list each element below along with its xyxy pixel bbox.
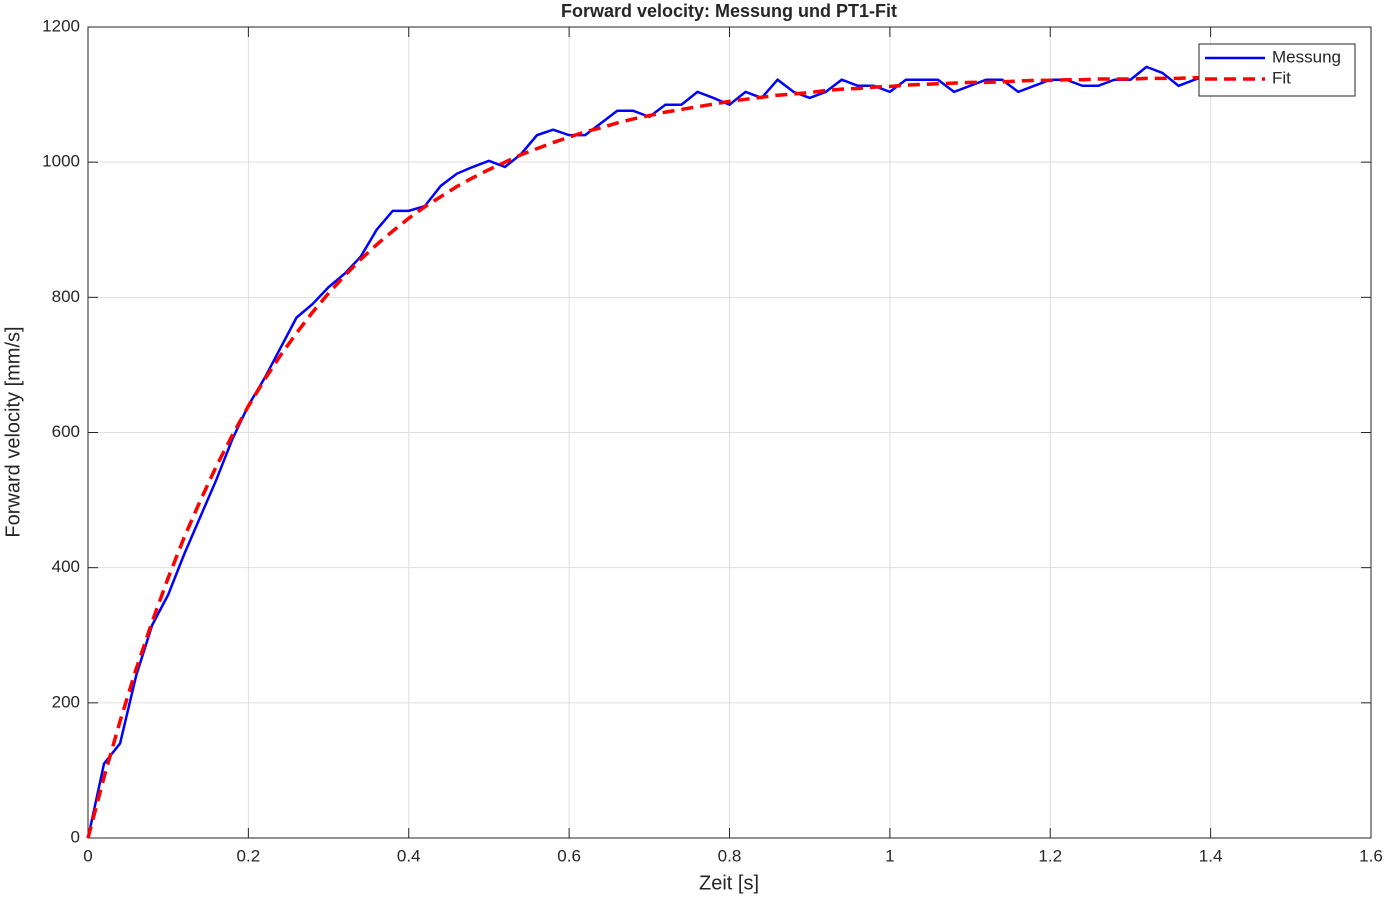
y-tick-label: 1200 <box>42 16 80 35</box>
x-tick-label: 0.4 <box>397 846 421 865</box>
x-axis-label: Zeit [s] <box>699 872 759 894</box>
x-tick-label: 1.6 <box>1359 846 1383 865</box>
axes-box <box>87 26 1372 839</box>
y-tick-label: 800 <box>52 287 80 306</box>
x-tick-label: 1.2 <box>1038 846 1062 865</box>
series-line <box>86 75 1211 839</box>
x-tick-label: 0.6 <box>557 846 581 865</box>
x-tick-label: 0 <box>83 846 92 865</box>
y-axis-label: Forward velocity [mm/s] <box>2 326 24 537</box>
legend-box <box>1198 43 1356 97</box>
y-tick-label: 600 <box>52 422 80 441</box>
y-tick-label: 200 <box>52 692 80 711</box>
chart-title: Forward velocity: Messung und PT1-Fit <box>561 1 897 21</box>
x-tick-label: 1 <box>885 846 894 865</box>
y-tick-label: 0 <box>71 827 80 846</box>
x-tick-label: 1.4 <box>1199 846 1223 865</box>
legend-label: Messung <box>1272 47 1341 66</box>
y-tick-label: 1000 <box>42 152 80 171</box>
x-tick-label: 0.8 <box>718 846 742 865</box>
legend-label: Fit <box>1272 68 1291 87</box>
y-tick-label: 400 <box>52 557 80 576</box>
x-tick-label: 0.2 <box>237 846 261 865</box>
